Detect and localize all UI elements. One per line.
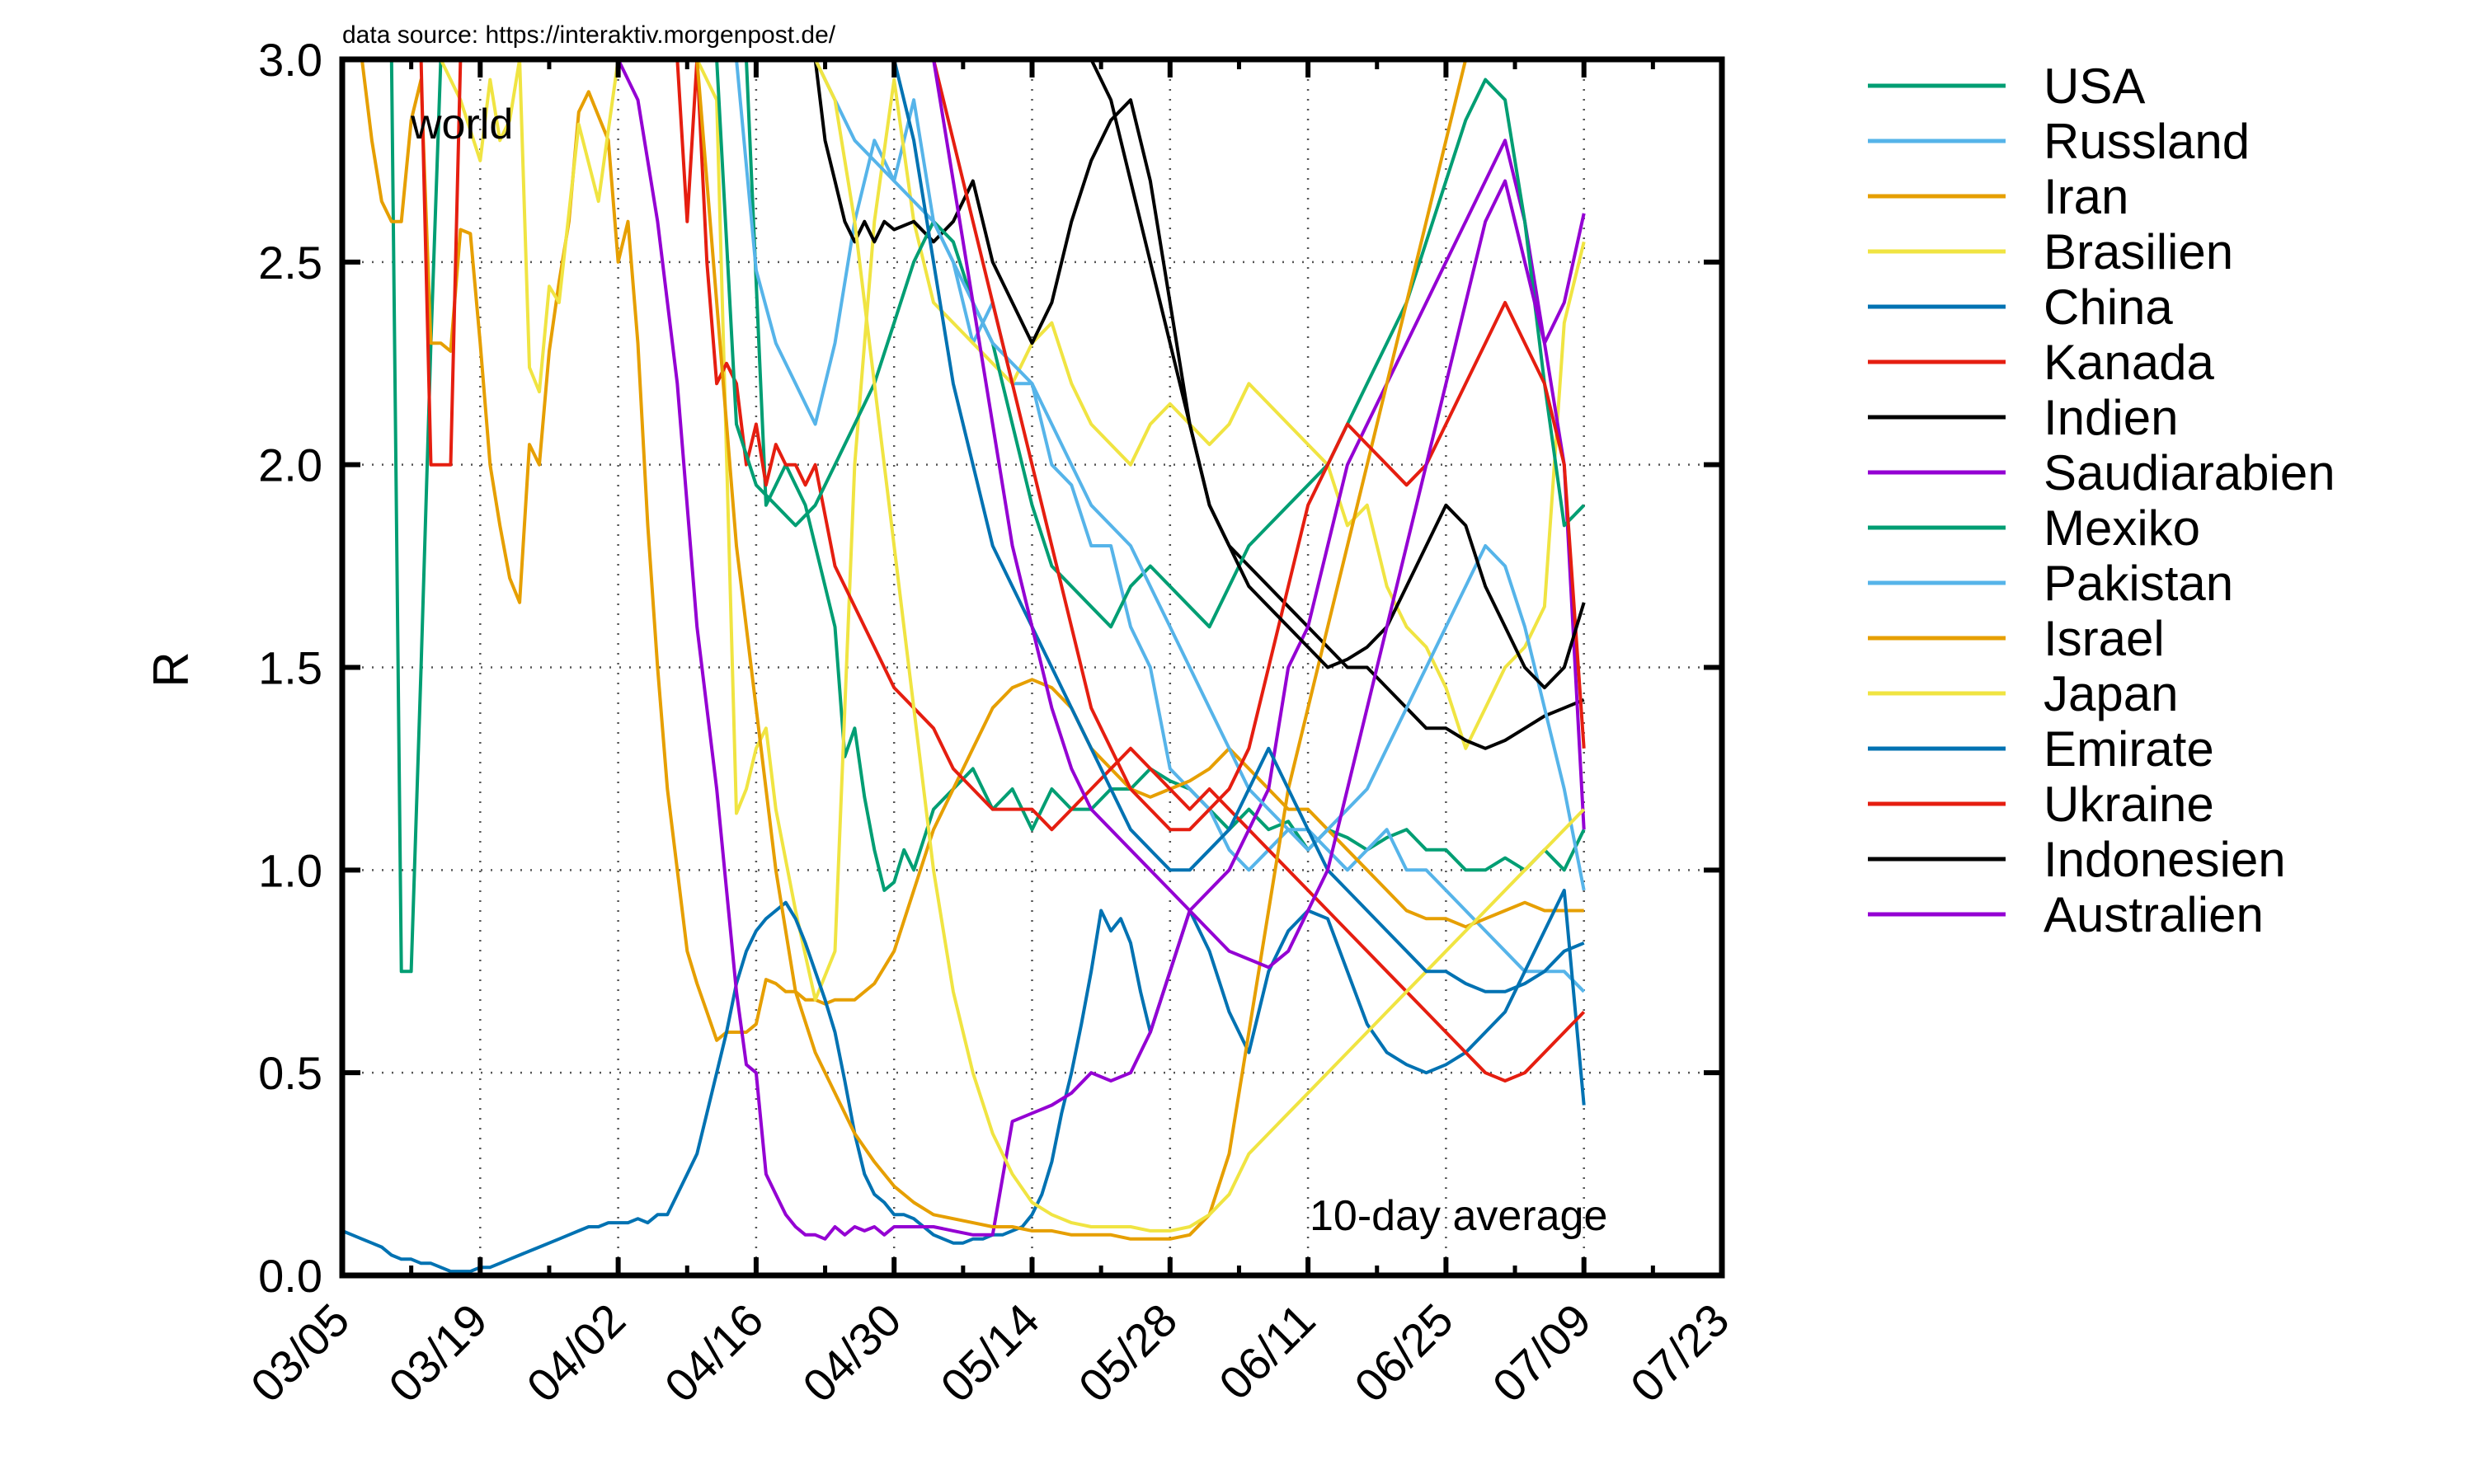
series-line-usa	[342, 59, 1586, 974]
legend-label-brasilien: Brasilien	[2044, 224, 2233, 279]
series-line-russland	[342, 59, 1586, 993]
x-tick-label: 04/16	[655, 1294, 774, 1412]
series-line-pakistan	[342, 59, 1586, 891]
legend: USARusslandIranBrasilienChinaKanadaIndie…	[1868, 59, 2335, 942]
grid-lines	[342, 59, 1722, 1275]
series-line-ukraine	[342, 59, 1586, 832]
series-line-saudiarabien	[342, 59, 1586, 1241]
x-tick-label: 05/14	[930, 1294, 1049, 1412]
legend-label-mexiko: Mexiko	[2044, 500, 2200, 556]
series-line-indien	[342, 59, 1585, 750]
legend-label-ukraine: Ukraine	[2044, 777, 2214, 832]
legend-label-iran: Iran	[2044, 169, 2128, 224]
y-tick-labels: 0.0 0.5 1.0 1.5 2.0 2.5 3.0	[258, 34, 322, 1302]
legend-label-saudiarabien: Saudiarabien	[2044, 445, 2335, 500]
series-line-japan	[342, 59, 1586, 1233]
x-tick-label: 03/05	[241, 1294, 360, 1412]
legend-label-pakistan: Pakistan	[2044, 556, 2233, 611]
series-line-iran	[342, 59, 1584, 1042]
series-line-australien	[342, 59, 1586, 970]
y-tick-label: 3.0	[258, 34, 322, 86]
average-note: 10-day average	[1310, 1192, 1607, 1240]
legend-label-indonesien: Indonesien	[2044, 832, 2286, 887]
x-tick-label: 04/02	[516, 1294, 635, 1412]
y-tick-label: 1.5	[258, 642, 322, 694]
series-layer	[342, 59, 1586, 1274]
x-tick-label: 07/23	[1620, 1294, 1739, 1412]
series-line-emirate	[342, 59, 1585, 993]
x-tick-label: 03/19	[379, 1294, 497, 1412]
x-tick-label: 06/25	[1344, 1294, 1463, 1412]
y-tick-label: 1.0	[258, 844, 322, 896]
legend-label-israel: Israel	[2044, 611, 2165, 666]
legend-label-indien: Indien	[2044, 390, 2178, 445]
legend-label-russland: Russland	[2044, 114, 2250, 169]
series-line-indonesien	[342, 59, 1586, 690]
plot-frame	[339, 56, 1725, 1279]
legend-label-japan: Japan	[2044, 666, 2178, 721]
y-tick-label: 2.5	[258, 237, 322, 289]
series-line-kanada	[342, 59, 1586, 1082]
x-tick-label: 06/11	[1209, 1294, 1325, 1410]
y-tick-label: 0.5	[258, 1047, 322, 1099]
y-axis-label: R	[143, 651, 199, 687]
legend-label-kanada: Kanada	[2044, 335, 2214, 390]
legend-label-australien: Australien	[2044, 887, 2264, 942]
source-note: data source: https://interaktiv.morgenpo…	[342, 21, 836, 49]
legend-label-emirate: Emirate	[2044, 721, 2214, 777]
x-tick-label: 05/28	[1069, 1294, 1188, 1412]
x-tick-label: 07/09	[1483, 1294, 1602, 1412]
legend-label-usa: USA	[2044, 59, 2145, 114]
x-tick-label: 04/30	[793, 1294, 911, 1412]
y-tick-label: 2.0	[258, 439, 322, 491]
series-line-israel	[342, 59, 1584, 1241]
legend-label-china: China	[2044, 279, 2173, 335]
x-tick-labels: 03/05 03/19 04/02 04/16 04/30 05/14 05/28 06/11…	[241, 1294, 1739, 1412]
y-tick-label: 0.0	[258, 1250, 322, 1302]
axis-ticks	[340, 57, 1724, 1278]
chart-title: world	[410, 101, 513, 148]
